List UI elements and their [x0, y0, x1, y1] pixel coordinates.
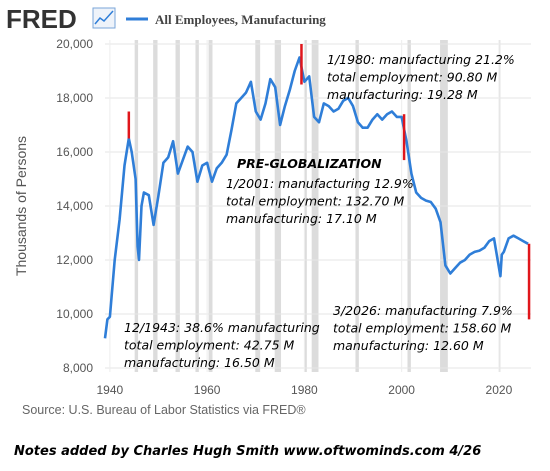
- data-line: [103, 56, 529, 339]
- x-tick-label: 1980: [291, 383, 318, 397]
- legend-label: All Employees, Manufacturing: [155, 12, 326, 27]
- annotation: manufacturing: 12.60 M: [333, 338, 484, 353]
- annotation: total employment: 132.70 M: [226, 194, 404, 209]
- x-tick-label: 1940: [97, 383, 124, 397]
- x-tick-label: 2000: [388, 383, 415, 397]
- y-tick-label: 16,000: [56, 145, 93, 159]
- annotation: total employment: 42.75 M: [124, 338, 295, 353]
- y-tick-label: 10,000: [56, 307, 93, 321]
- x-tick-label: 1960: [194, 383, 221, 397]
- annotation: 3/2026: manufacturing 7.9%: [333, 303, 513, 318]
- x-tick-label: 2020: [486, 383, 513, 397]
- y-axis-label: Thousands of Persons: [13, 136, 29, 276]
- annotation: PRE-GLOBALIZATION: [237, 156, 382, 171]
- annotation: total employment: 90.80 M: [327, 70, 498, 85]
- logo: FRED: [6, 4, 77, 34]
- y-tick-label: 12,000: [56, 253, 93, 267]
- annotation: manufacturing: 19.28 M: [327, 87, 478, 102]
- y-tick-label: 18,000: [56, 91, 93, 105]
- annotation: 1/2001: manufacturing 12.9%: [226, 176, 414, 191]
- y-tick-label: 14,000: [56, 199, 93, 213]
- source: Source: U.S. Bureau of Labor Statistics …: [22, 403, 306, 417]
- footer-note: Notes added by Charles Hugh Smith www.of…: [14, 444, 481, 459]
- logo-icon: [92, 7, 116, 29]
- annotation: 12/1943: 38.6% manufacturing: [124, 320, 320, 335]
- annotation: total employment: 158.60 M: [333, 321, 511, 336]
- annotation: manufacturing: 16.50 M: [124, 355, 275, 370]
- y-tick-label: 8,000: [63, 361, 93, 375]
- annotation: manufacturing: 17.10 M: [226, 211, 377, 226]
- annotation: 1/1980: manufacturing 21.2%: [327, 52, 515, 67]
- plot-area: [103, 40, 531, 372]
- y-tick-label: 20,000: [56, 37, 93, 51]
